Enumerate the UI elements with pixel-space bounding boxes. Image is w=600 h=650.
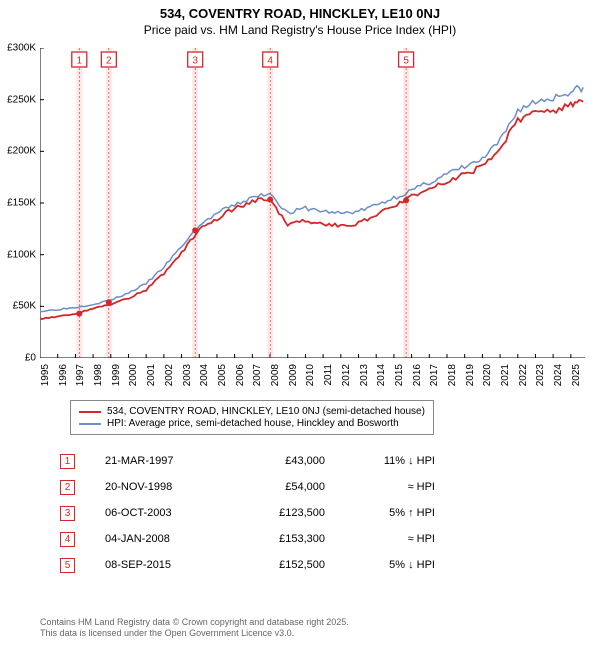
x-tick-label: 2015: [394, 364, 405, 386]
sales-price: £123,500: [245, 507, 325, 519]
sales-delta: ≈ HPI: [355, 533, 435, 545]
sales-price: £54,000: [245, 481, 325, 493]
x-tick-label: 2011: [323, 364, 334, 386]
sales-delta: 11% ↓ HPI: [355, 455, 435, 467]
svg-text:2: 2: [106, 56, 112, 67]
sales-date: 04-JAN-2008: [105, 533, 215, 545]
x-tick-label: 2019: [465, 364, 476, 386]
legend-swatch: [79, 411, 101, 413]
x-tick-label: 2005: [217, 364, 228, 386]
x-tick-label: 2008: [270, 364, 281, 386]
legend-item: HPI: Average price, semi-detached house,…: [79, 418, 425, 429]
sales-marker-box: 4: [60, 532, 75, 547]
x-tick-label: 1999: [111, 364, 122, 386]
sales-date: 06-OCT-2003: [105, 507, 215, 519]
x-tick-label: 2020: [482, 364, 493, 386]
x-tick-label: 2018: [447, 364, 458, 386]
x-tick-label: 2002: [164, 364, 175, 386]
sales-row: 5 08-SEP-2015 £152,500 5% ↓ HPI: [60, 552, 435, 578]
sales-price: £43,000: [245, 455, 325, 467]
chart-subtitle: Price paid vs. HM Land Registry's House …: [0, 23, 600, 37]
footer-line-1: Contains HM Land Registry data © Crown c…: [40, 617, 349, 629]
x-tick-label: 2017: [429, 364, 440, 386]
svg-text:5: 5: [403, 56, 409, 67]
y-tick-label: £100K: [7, 249, 36, 260]
x-tick-label: 2014: [376, 364, 387, 386]
sales-marker-box: 3: [60, 506, 75, 521]
sales-price: £152,500: [245, 559, 325, 571]
x-tick-label: 2024: [553, 364, 564, 386]
legend-item: 534, COVENTRY ROAD, HINCKLEY, LE10 0NJ (…: [79, 406, 425, 417]
sales-row: 4 04-JAN-2008 £153,300 ≈ HPI: [60, 526, 435, 552]
sales-date: 20-NOV-1998: [105, 481, 215, 493]
x-tick-label: 2012: [341, 364, 352, 386]
x-tick-label: 2010: [305, 364, 316, 386]
footer-attribution: Contains HM Land Registry data © Crown c…: [40, 617, 349, 640]
x-tick-label: 2023: [535, 364, 546, 386]
y-tick-label: £0: [25, 353, 36, 364]
x-tick-label: 2000: [128, 364, 139, 386]
x-tick-label: 2025: [571, 364, 582, 386]
x-tick-label: 1995: [40, 364, 51, 386]
x-tick-label: 2007: [252, 364, 263, 386]
plot-svg: 1 2 3 4 5: [40, 48, 585, 358]
sales-delta: 5% ↑ HPI: [355, 507, 435, 519]
y-tick-label: £300K: [7, 43, 36, 54]
x-tick-label: 2006: [235, 364, 246, 386]
y-tick-label: £200K: [7, 146, 36, 157]
x-tick-label: 2022: [518, 364, 529, 386]
y-tick-label: £150K: [7, 198, 36, 209]
sales-delta: 5% ↓ HPI: [355, 559, 435, 571]
x-tick-label: 2004: [199, 364, 210, 386]
x-tick-label: 2013: [359, 364, 370, 386]
x-tick-label: 2009: [288, 364, 299, 386]
x-tick-label: 2001: [146, 364, 157, 386]
sales-price: £153,300: [245, 533, 325, 545]
chart-container: 534, COVENTRY ROAD, HINCKLEY, LE10 0NJ P…: [0, 0, 600, 650]
sales-date: 08-SEP-2015: [105, 559, 215, 571]
sales-table: 1 21-MAR-1997 £43,000 11% ↓ HPI 2 20-NOV-1998…: [60, 448, 435, 578]
sales-delta: ≈ HPI: [355, 481, 435, 493]
svg-text:4: 4: [267, 56, 273, 67]
sales-row: 1 21-MAR-1997 £43,000 11% ↓ HPI: [60, 448, 435, 474]
svg-text:1: 1: [77, 56, 83, 67]
legend-label: HPI: Average price, semi-detached house,…: [107, 418, 399, 429]
x-tick-label: 1997: [75, 364, 86, 386]
footer-line-2: This data is licensed under the Open Gov…: [40, 628, 349, 640]
x-tick-label: 2021: [500, 364, 511, 386]
x-tick-label: 1998: [93, 364, 104, 386]
sales-marker-box: 1: [60, 454, 75, 469]
title-block: 534, COVENTRY ROAD, HINCKLEY, LE10 0NJ P…: [0, 0, 600, 37]
sales-date: 21-MAR-1997: [105, 455, 215, 467]
plot-area: 1 2 3 4 5: [40, 48, 585, 358]
x-axis: 1995 1996 1997 1998 1999 2000 2001 2002 2003 2004…: [40, 360, 585, 400]
svg-text:3: 3: [192, 56, 198, 67]
y-axis: £0£50K£100K£150K£200K£250K£300K: [0, 48, 40, 358]
sales-marker-box: 5: [60, 558, 75, 573]
x-tick-label: 2003: [182, 364, 193, 386]
x-tick-label: 2016: [412, 364, 423, 386]
sales-marker-box: 2: [60, 480, 75, 495]
y-tick-label: £250K: [7, 94, 36, 105]
legend-box: 534, COVENTRY ROAD, HINCKLEY, LE10 0NJ (…: [70, 400, 434, 435]
chart-title: 534, COVENTRY ROAD, HINCKLEY, LE10 0NJ: [0, 6, 600, 21]
sales-row: 3 06-OCT-2003 £123,500 5% ↑ HPI: [60, 500, 435, 526]
y-tick-label: £50K: [13, 301, 36, 312]
x-tick-label: 1996: [58, 364, 69, 386]
legend-swatch: [79, 423, 101, 425]
sales-row: 2 20-NOV-1998 £54,000 ≈ HPI: [60, 474, 435, 500]
legend-label: 534, COVENTRY ROAD, HINCKLEY, LE10 0NJ (…: [107, 406, 425, 417]
